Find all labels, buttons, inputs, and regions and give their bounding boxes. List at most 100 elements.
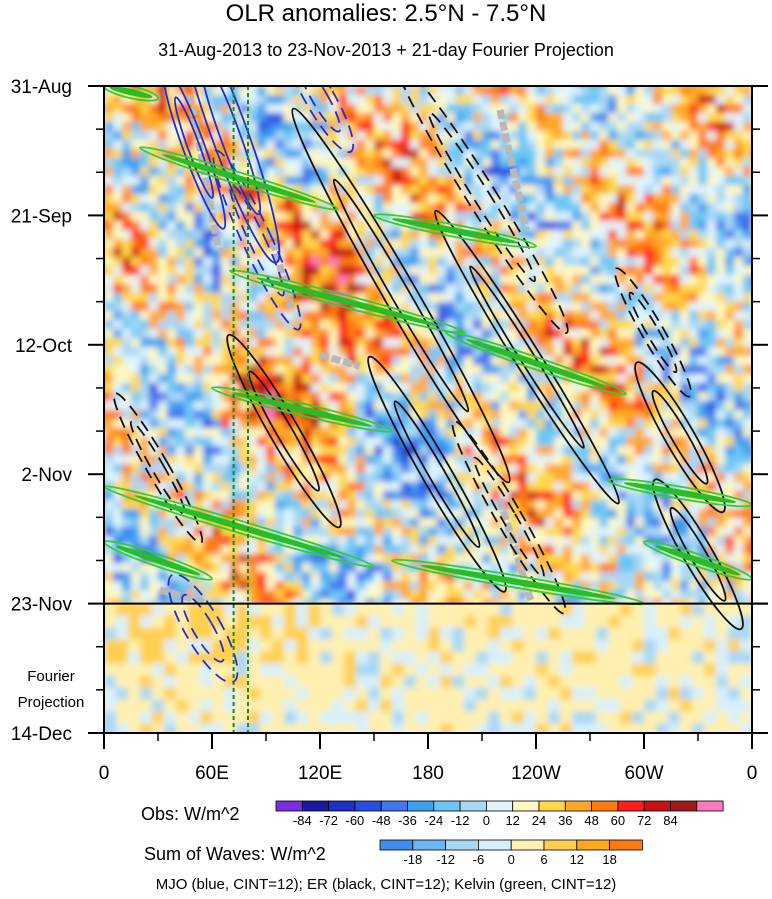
field-cell [545,194,555,204]
field-cell [401,275,411,285]
field-cell [140,401,150,411]
field-cell [635,437,645,447]
field-cell [167,257,177,267]
field-cell [293,536,303,546]
field-cell [473,410,483,420]
field-cell [203,482,213,492]
field-cell [680,437,690,447]
field-cell [653,275,663,285]
field-cell [680,518,690,528]
field-cell [473,545,483,555]
field-cell [608,374,618,384]
field-cell [689,257,699,267]
field-cell [203,572,213,582]
field-cell [293,455,303,465]
field-cell [509,410,519,420]
field-cell [536,383,546,393]
field-cell [365,284,375,294]
field-cell [248,482,258,492]
field-cell [275,293,285,303]
field-cell [275,482,285,492]
field-cell [338,311,348,321]
field-cell [428,500,438,510]
field-cell [149,527,159,537]
field-cell [617,131,627,141]
field-cell [167,203,177,213]
field-cell [536,347,546,357]
projection-cell [464,603,477,617]
field-cell [158,239,168,249]
projection-cell [512,651,525,665]
field-cell [230,257,240,267]
projection-cell [620,687,633,701]
field-cell [725,437,735,447]
field-cell [743,392,752,402]
field-cell [149,311,159,321]
field-cell [617,509,627,519]
field-cell [104,149,114,159]
field-cell [455,149,465,159]
field-cell [419,95,429,105]
field-cell [329,455,339,465]
field-cell [428,455,438,465]
projection-cell [740,627,752,641]
projection-cell [332,675,345,689]
field-cell [455,554,465,564]
field-cell [320,392,330,402]
field-cell [581,221,591,231]
field-cell [356,113,366,123]
field-cell [365,563,375,573]
field-cell [104,239,114,249]
field-cell [617,311,627,321]
field-cell [158,194,168,204]
field-cell [509,266,519,276]
field-cell [527,302,537,312]
field-cell [599,563,609,573]
field-cell [437,509,447,519]
field-cell [131,545,141,555]
field-cell [536,338,546,348]
projection-cell [512,711,525,725]
field-cell [599,167,609,177]
field-cell [248,446,258,456]
projection-cell [440,639,453,653]
field-cell [158,392,168,402]
field-cell [374,329,384,339]
field-cell [500,302,510,312]
field-cell [221,419,231,429]
field-cell [401,95,411,105]
field-cell [140,239,150,249]
field-cell [113,410,123,420]
field-cell [302,500,312,510]
field-cell [518,239,528,249]
field-cell [446,500,456,510]
field-cell [248,563,258,573]
field-cell [194,248,204,258]
projection-cell [740,699,752,713]
field-cell [257,293,267,303]
field-cell [698,509,708,519]
field-cell [365,572,375,582]
field-cell [104,320,114,330]
field-cell [536,140,546,150]
field-cell [680,95,690,105]
projection-cell [572,603,585,617]
field-cell [158,374,168,384]
field-cell [131,482,141,492]
field-cell [626,554,636,564]
field-cell [599,581,609,591]
field-cell [482,212,492,222]
field-cell [230,383,240,393]
field-cell [383,392,393,402]
field-cell [365,419,375,429]
field-cell [509,311,519,321]
field-cell [419,500,429,510]
field-cell [140,392,150,402]
field-cell [104,392,114,402]
field-cell [221,590,231,600]
projection-cell [260,627,273,641]
field-cell [536,113,546,123]
field-cell [374,320,384,330]
field-cell [248,554,258,564]
field-cell [725,122,735,132]
